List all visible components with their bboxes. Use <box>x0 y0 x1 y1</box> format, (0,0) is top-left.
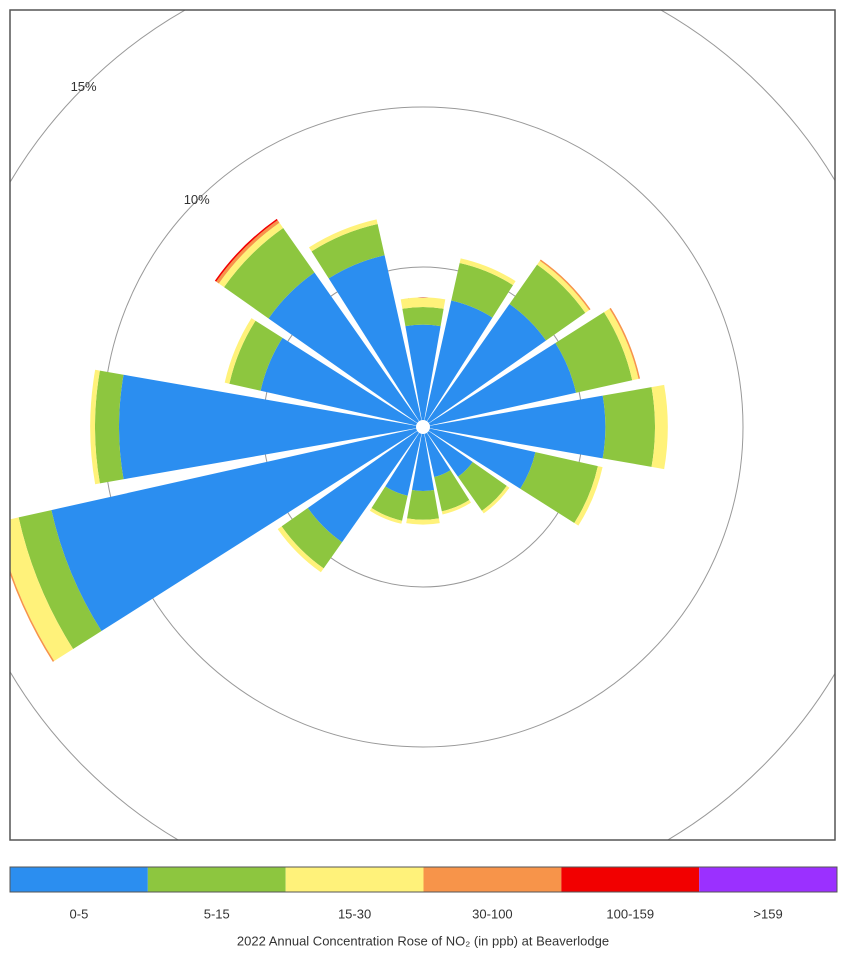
wedge-segment <box>224 318 256 384</box>
legend-swatch <box>285 867 424 892</box>
wedge-segment <box>406 518 440 525</box>
wedge-segment <box>405 324 441 427</box>
wedge-segment <box>407 490 439 520</box>
wedge-segment <box>459 258 516 286</box>
wedge-segment <box>308 219 378 252</box>
wedge-segment <box>369 508 403 524</box>
legend-swatch <box>147 867 286 892</box>
wedge-segment <box>441 499 472 515</box>
wedge-segment <box>537 260 590 313</box>
legend-label: 100-159 <box>606 906 654 921</box>
wedge-segment <box>423 427 473 477</box>
wedge-segment <box>216 220 280 284</box>
wedge-segment <box>94 370 124 484</box>
plot-area: 5%10%15% <box>10 10 835 840</box>
wedge-segment <box>277 526 324 573</box>
wedge-segment <box>604 308 639 381</box>
wedge-segment <box>423 342 577 427</box>
legend-swatch <box>423 867 562 892</box>
wedge-segment <box>224 228 315 319</box>
wedge-segment <box>457 461 507 511</box>
wedge-segment <box>451 263 514 318</box>
colorbar-frame <box>9 866 838 893</box>
wedge-segment <box>311 224 385 279</box>
wedge-segment <box>411 427 435 492</box>
wedge-segment <box>423 300 493 427</box>
legend-label: >159 <box>753 906 782 921</box>
wedge-segment <box>281 507 343 569</box>
wedge-segment <box>10 517 74 662</box>
legend-swatch <box>561 867 700 892</box>
wedge-segment <box>481 485 510 514</box>
wedge-segment <box>509 264 586 341</box>
wedge-segment <box>423 427 451 477</box>
wedge-segment <box>400 297 446 309</box>
legend-label: 5-15 <box>204 906 230 921</box>
wedge-segment <box>402 307 444 327</box>
wedge-segment <box>651 384 668 470</box>
wedge-segment <box>423 395 606 459</box>
wedge-segment <box>423 303 547 427</box>
wedge-segment <box>371 486 408 521</box>
r-tick-label: 10% <box>184 192 210 207</box>
r-tick-label: 15% <box>71 79 97 94</box>
wedge-segment <box>434 470 470 512</box>
plot-frame <box>9 9 836 841</box>
wedge-segment <box>90 369 100 485</box>
wedge-segment <box>555 312 633 393</box>
legend-label: 15-30 <box>338 906 371 921</box>
wedge-segment <box>520 452 598 524</box>
wedge-segment <box>51 427 423 632</box>
wedge-segment <box>118 374 423 480</box>
legend-label: 30-100 <box>472 906 512 921</box>
caption: 2022 Annual Concentration Rose of NO₂ (i… <box>237 933 609 948</box>
wedge-segment <box>328 255 423 427</box>
wedge-segment <box>385 427 423 496</box>
wedge-segment <box>423 427 536 489</box>
wedge-segment <box>260 337 423 427</box>
colorbar: 0-5 5-15 15-30 30-100 100-159 >159 <box>9 866 838 921</box>
legend-swatch <box>10 867 148 892</box>
wedge-segment <box>18 510 102 650</box>
wedge-segment <box>602 387 655 467</box>
center-hole <box>416 420 430 434</box>
legend-label: 0-5 <box>70 906 89 921</box>
wedge-segment <box>229 320 283 391</box>
wedge-segment <box>218 222 284 288</box>
wedge-segment <box>574 466 603 526</box>
wedge-segment <box>268 272 423 427</box>
wedge-segment <box>609 307 641 379</box>
legend-swatch <box>699 867 837 892</box>
wedge-segment <box>307 427 423 543</box>
